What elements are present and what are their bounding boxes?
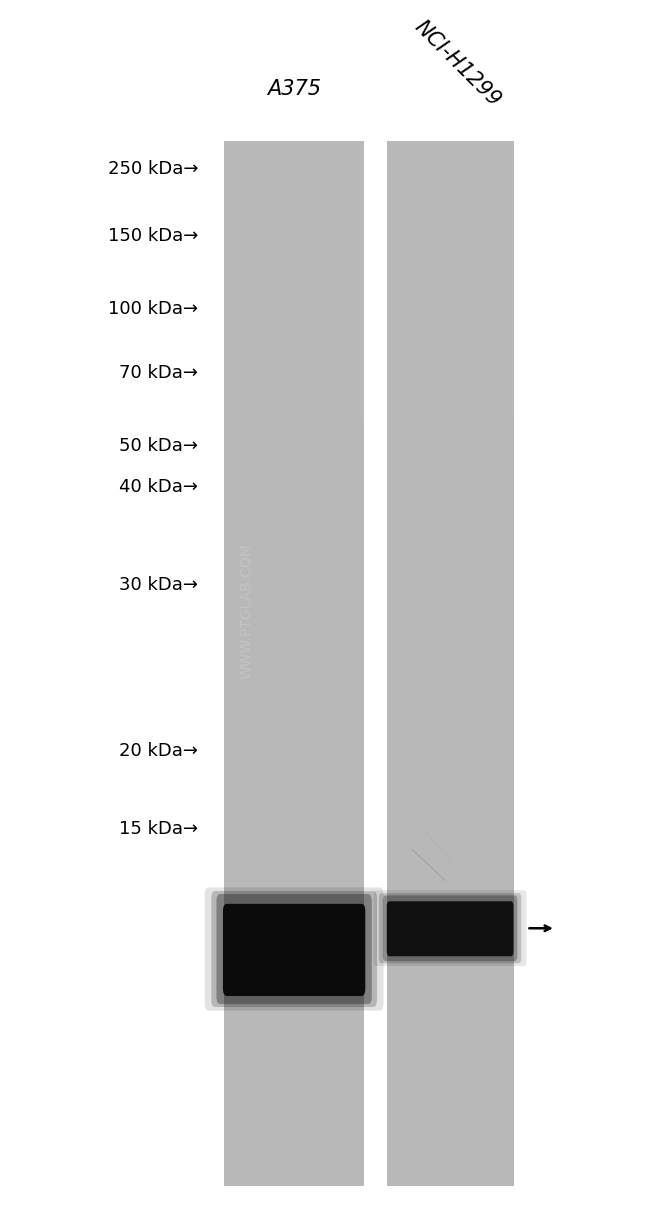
- Bar: [387, 523, 514, 559]
- Bar: [224, 802, 364, 838]
- Bar: [224, 245, 364, 280]
- Bar: [387, 872, 514, 907]
- Bar: [224, 210, 364, 245]
- Bar: [224, 629, 364, 663]
- Bar: [387, 489, 514, 523]
- Text: 70 kDa→: 70 kDa→: [119, 364, 198, 382]
- Bar: [224, 141, 364, 1186]
- FancyBboxPatch shape: [387, 901, 514, 956]
- Bar: [224, 175, 364, 210]
- Bar: [224, 384, 364, 419]
- Bar: [387, 314, 514, 350]
- Bar: [387, 802, 514, 838]
- FancyBboxPatch shape: [205, 888, 384, 1010]
- Bar: [387, 419, 514, 454]
- Text: WWW.PTGLAB.COM: WWW.PTGLAB.COM: [240, 543, 254, 680]
- Bar: [387, 663, 514, 698]
- Bar: [224, 768, 364, 802]
- Text: 50 kDa→: 50 kDa→: [119, 438, 198, 455]
- Bar: [224, 838, 364, 872]
- Bar: [224, 977, 364, 1013]
- Text: 20 kDa→: 20 kDa→: [119, 742, 198, 759]
- Text: 250 kDa→: 250 kDa→: [108, 160, 198, 177]
- Bar: [387, 838, 514, 872]
- Bar: [224, 698, 364, 733]
- Bar: [224, 594, 364, 629]
- Bar: [224, 523, 364, 559]
- Bar: [224, 489, 364, 523]
- Bar: [224, 943, 364, 977]
- Bar: [224, 1047, 364, 1081]
- Text: 40 kDa→: 40 kDa→: [119, 478, 198, 495]
- Bar: [387, 384, 514, 419]
- Bar: [387, 210, 514, 245]
- Bar: [224, 350, 364, 384]
- Bar: [224, 1152, 364, 1186]
- Bar: [224, 733, 364, 768]
- Text: 30 kDa→: 30 kDa→: [119, 576, 198, 593]
- Bar: [224, 1081, 364, 1117]
- Bar: [387, 698, 514, 733]
- Bar: [387, 733, 514, 768]
- Bar: [387, 245, 514, 280]
- Bar: [387, 1117, 514, 1152]
- FancyBboxPatch shape: [211, 892, 377, 1007]
- Bar: [387, 907, 514, 942]
- Text: 150 kDa→: 150 kDa→: [108, 227, 198, 245]
- FancyBboxPatch shape: [383, 895, 517, 961]
- FancyBboxPatch shape: [379, 893, 521, 964]
- Text: NCI-H1299: NCI-H1299: [411, 17, 504, 111]
- Bar: [224, 1117, 364, 1152]
- Bar: [224, 663, 364, 698]
- Bar: [224, 314, 364, 350]
- Bar: [224, 280, 364, 314]
- Bar: [387, 768, 514, 802]
- FancyBboxPatch shape: [216, 894, 372, 1004]
- FancyBboxPatch shape: [374, 890, 526, 966]
- Bar: [387, 175, 514, 210]
- FancyBboxPatch shape: [223, 904, 365, 996]
- Bar: [387, 1152, 514, 1186]
- Bar: [387, 1081, 514, 1117]
- Text: 15 kDa→: 15 kDa→: [119, 821, 198, 838]
- Bar: [387, 280, 514, 314]
- Bar: [387, 629, 514, 663]
- Bar: [387, 559, 514, 594]
- Text: A375: A375: [267, 79, 322, 99]
- Bar: [387, 1047, 514, 1081]
- Bar: [387, 141, 514, 1186]
- Bar: [387, 943, 514, 977]
- Bar: [387, 141, 514, 175]
- Bar: [387, 1013, 514, 1047]
- Bar: [387, 594, 514, 629]
- Bar: [224, 454, 364, 489]
- Bar: [387, 454, 514, 489]
- Bar: [224, 872, 364, 907]
- Bar: [224, 141, 364, 175]
- Bar: [224, 419, 364, 454]
- Bar: [224, 1013, 364, 1047]
- Bar: [224, 559, 364, 594]
- Bar: [387, 350, 514, 384]
- Bar: [387, 977, 514, 1013]
- Text: 100 kDa→: 100 kDa→: [108, 301, 198, 318]
- Bar: [224, 907, 364, 942]
